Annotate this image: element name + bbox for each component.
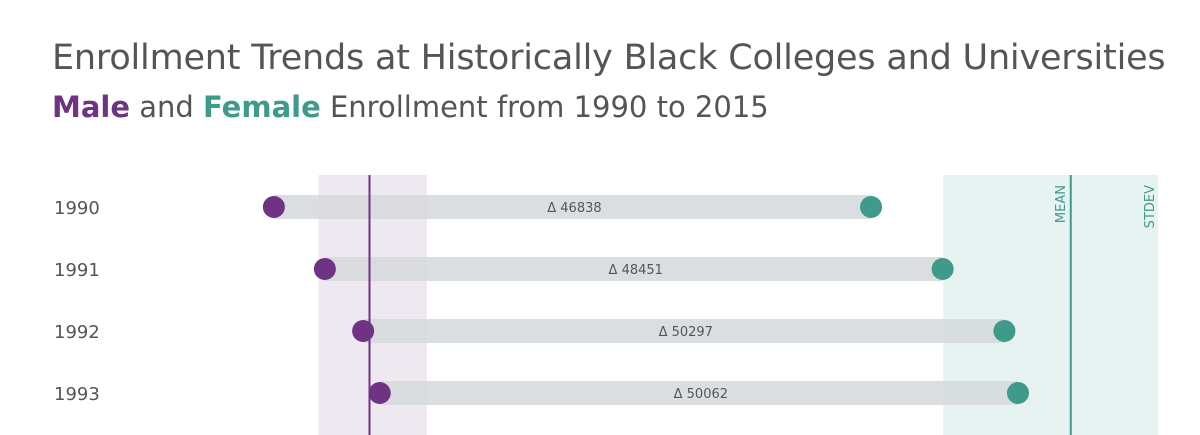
year-label-1992: 1992 [54,322,100,343]
range-bar-1991 [324,257,943,281]
range-bar-1993 [379,381,1018,405]
stdev-label: STDEV [1143,185,1158,228]
male-dot-1993 [368,382,391,404]
delta-label-1991: Δ 48451 [609,263,663,278]
range-bar-1990 [273,195,872,219]
male-dot-1991 [313,258,336,280]
female-dot-1992 [993,320,1016,342]
female-dot-1990 [860,196,883,218]
subtitle-female-word: Female [203,90,321,124]
delta-label-1990: Δ 46838 [547,201,601,216]
female-dot-1991 [931,258,954,280]
male-dot-1992 [352,320,375,342]
year-label-1990: 1990 [54,198,100,219]
female-dot-1993 [1006,382,1029,404]
mean-label: MEAN [1054,185,1069,223]
range-bar-1992 [363,319,1005,343]
subtitle-male-word: Male [52,90,131,124]
delta-label-1992: Δ 50297 [659,325,713,340]
male-dot-1990 [262,196,285,218]
subtitle-rest: Enrollment from 1990 to 2015 [320,90,769,124]
subtitle-and: and [130,90,204,124]
year-label-1993: 1993 [54,384,100,405]
delta-label-1993: Δ 50062 [674,387,728,402]
year-label-1991: 1991 [54,260,100,281]
chart-title: Enrollment Trends at Historically Black … [52,38,1166,78]
chart-subtitle: Male and Female Enrollment from 1990 to … [52,90,769,124]
